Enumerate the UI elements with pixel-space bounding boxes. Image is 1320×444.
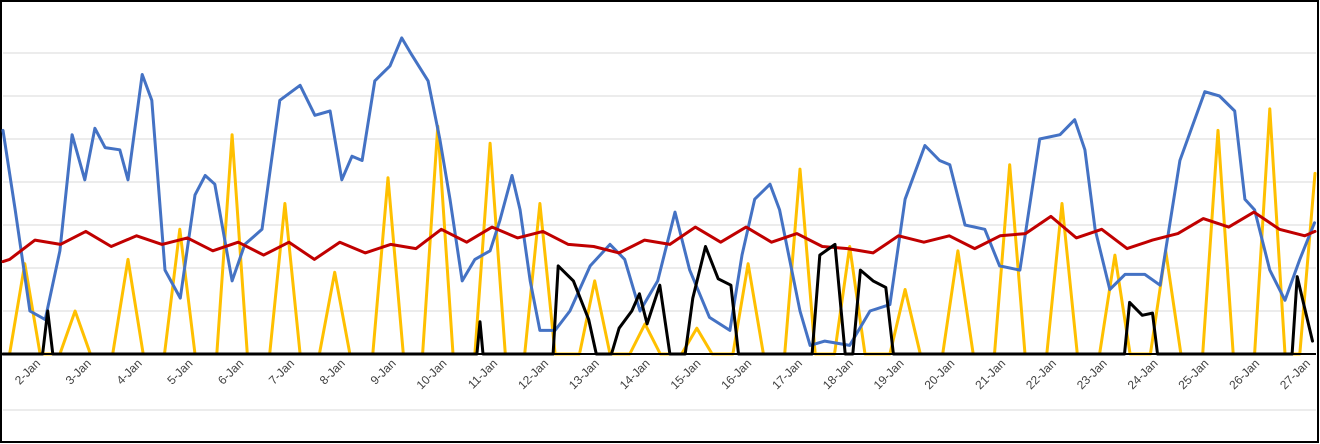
- plot-lines: [1, 36, 1317, 356]
- series-line: [1, 36, 1316, 347]
- series-line: [1, 210, 1317, 264]
